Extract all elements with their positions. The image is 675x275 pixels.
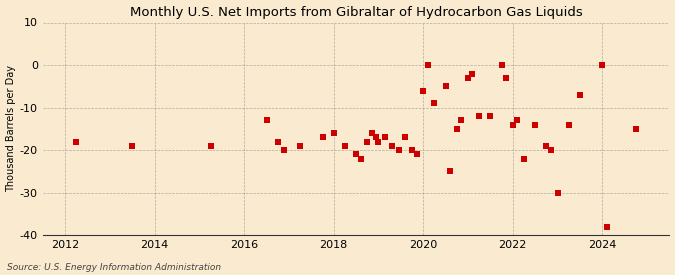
Point — [340, 144, 350, 148]
Point — [351, 152, 362, 157]
Point — [406, 148, 417, 152]
Point — [371, 135, 381, 140]
Point — [429, 101, 440, 106]
Point — [394, 148, 404, 152]
Point — [411, 152, 422, 157]
Point — [205, 144, 216, 148]
Point — [530, 122, 541, 127]
Point — [512, 118, 522, 123]
Point — [272, 139, 283, 144]
Point — [508, 122, 518, 127]
Point — [462, 76, 473, 80]
Point — [552, 191, 563, 195]
Point — [545, 148, 556, 152]
Point — [423, 63, 433, 67]
Point — [71, 139, 82, 144]
Point — [279, 148, 290, 152]
Point — [485, 114, 495, 118]
Point — [355, 156, 366, 161]
Point — [418, 88, 429, 93]
Point — [317, 135, 328, 140]
Point — [518, 156, 529, 161]
Point — [295, 144, 306, 148]
Point — [387, 144, 398, 148]
Point — [574, 93, 585, 97]
Y-axis label: Thousand Barrels per Day: Thousand Barrels per Day — [5, 65, 16, 192]
Point — [452, 127, 462, 131]
Point — [400, 135, 410, 140]
Point — [496, 63, 507, 67]
Point — [380, 135, 391, 140]
Point — [362, 139, 373, 144]
Point — [373, 139, 384, 144]
Point — [474, 114, 485, 118]
Text: Source: U.S. Energy Information Administration: Source: U.S. Energy Information Administ… — [7, 263, 221, 272]
Point — [541, 144, 551, 148]
Point — [261, 118, 272, 123]
Point — [601, 225, 612, 229]
Title: Monthly U.S. Net Imports from Gibraltar of Hydrocarbon Gas Liquids: Monthly U.S. Net Imports from Gibraltar … — [130, 6, 583, 18]
Point — [467, 72, 478, 76]
Point — [501, 76, 512, 80]
Point — [630, 127, 641, 131]
Point — [127, 144, 138, 148]
Point — [597, 63, 608, 67]
Point — [328, 131, 339, 135]
Point — [456, 118, 466, 123]
Point — [445, 169, 456, 174]
Point — [564, 122, 574, 127]
Point — [440, 84, 451, 89]
Point — [367, 131, 377, 135]
